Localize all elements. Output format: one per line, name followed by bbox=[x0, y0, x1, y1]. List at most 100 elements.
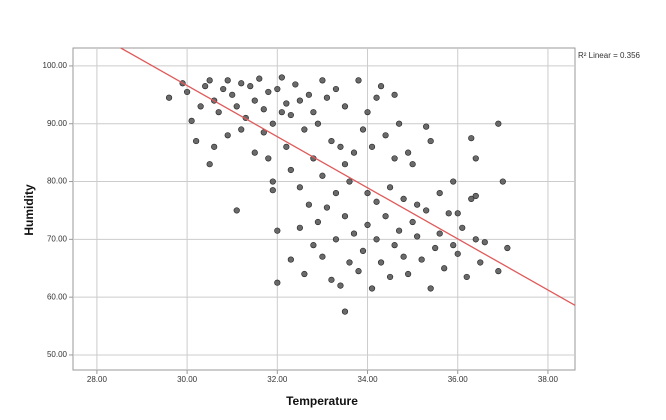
x-tick-label: 34.00 bbox=[358, 375, 379, 384]
data-point bbox=[441, 265, 448, 272]
data-point bbox=[292, 81, 299, 88]
data-point bbox=[355, 268, 362, 275]
data-point bbox=[359, 126, 367, 133]
y-tick-label: 80.00 bbox=[47, 177, 68, 186]
data-point bbox=[414, 201, 421, 208]
data-point bbox=[337, 282, 344, 289]
data-point bbox=[247, 83, 254, 90]
data-point bbox=[495, 120, 502, 127]
data-point bbox=[215, 109, 222, 116]
data-point bbox=[269, 178, 276, 185]
data-point bbox=[472, 192, 479, 200]
y-tick-label: 70.00 bbox=[47, 234, 68, 243]
data-point bbox=[432, 244, 439, 252]
data-point bbox=[364, 190, 371, 197]
data-point bbox=[377, 259, 385, 266]
data-point bbox=[274, 227, 281, 234]
data-point bbox=[220, 85, 227, 93]
data-point bbox=[405, 270, 412, 278]
data-point bbox=[287, 166, 294, 174]
data-point bbox=[265, 155, 272, 162]
data-point bbox=[233, 103, 240, 110]
data-point bbox=[319, 172, 326, 179]
data-point bbox=[391, 155, 398, 162]
y-tick-label: 60.00 bbox=[47, 292, 68, 301]
x-tick-label: 38.00 bbox=[538, 375, 559, 384]
data-point bbox=[341, 308, 349, 315]
data-point bbox=[197, 103, 204, 110]
data-point bbox=[423, 123, 430, 130]
data-point bbox=[341, 213, 349, 220]
data-point bbox=[450, 242, 457, 249]
data-point bbox=[332, 190, 340, 197]
r-squared-annotation: R² Linear = 0.356 bbox=[578, 51, 641, 60]
data-point bbox=[427, 137, 434, 145]
data-point bbox=[459, 224, 466, 231]
data-point bbox=[504, 244, 511, 252]
data-point bbox=[409, 218, 416, 226]
x-tick-label: 36.00 bbox=[448, 375, 469, 384]
data-point bbox=[287, 111, 294, 119]
data-point bbox=[450, 178, 457, 185]
data-point bbox=[296, 184, 303, 191]
data-point bbox=[202, 83, 209, 90]
data-point bbox=[495, 268, 502, 275]
data-point bbox=[454, 250, 461, 257]
data-point bbox=[323, 204, 331, 211]
x-axis-title: Temperature bbox=[286, 394, 358, 408]
data-point bbox=[269, 187, 276, 194]
data-point bbox=[373, 94, 380, 101]
data-point bbox=[341, 161, 349, 168]
data-point bbox=[468, 195, 475, 202]
data-point bbox=[251, 149, 258, 156]
data-point bbox=[346, 259, 353, 266]
data-point bbox=[391, 91, 398, 98]
data-point bbox=[445, 210, 452, 217]
data-point bbox=[274, 279, 281, 286]
data-point bbox=[260, 106, 267, 113]
data-point bbox=[224, 132, 231, 139]
data-point bbox=[386, 273, 394, 281]
data-point bbox=[364, 109, 371, 116]
data-point bbox=[188, 117, 195, 124]
data-point bbox=[296, 224, 303, 231]
data-point bbox=[319, 253, 326, 260]
data-point bbox=[350, 230, 358, 237]
data-point bbox=[296, 97, 303, 104]
data-point bbox=[463, 273, 470, 281]
data-point bbox=[310, 242, 317, 249]
data-point bbox=[238, 80, 245, 87]
data-point bbox=[314, 218, 322, 226]
data-point bbox=[184, 88, 191, 96]
data-point bbox=[364, 221, 371, 228]
data-point bbox=[265, 88, 272, 96]
data-point bbox=[414, 233, 421, 240]
data-point bbox=[224, 77, 231, 84]
data-point bbox=[332, 85, 340, 93]
data-point bbox=[229, 91, 236, 98]
data-point bbox=[283, 143, 290, 150]
data-point bbox=[341, 103, 349, 110]
data-point bbox=[368, 285, 376, 292]
data-point bbox=[472, 236, 479, 243]
data-point bbox=[287, 256, 294, 263]
data-point bbox=[165, 94, 173, 101]
data-point bbox=[350, 149, 358, 156]
data-point bbox=[400, 253, 407, 260]
x-tick-label: 32.00 bbox=[267, 375, 288, 384]
x-tick-label: 30.00 bbox=[177, 375, 198, 384]
data-point bbox=[278, 74, 285, 81]
data-point bbox=[301, 270, 308, 278]
data-point bbox=[283, 100, 290, 107]
data-point bbox=[278, 109, 285, 116]
data-point bbox=[395, 227, 403, 234]
data-point bbox=[391, 242, 398, 249]
data-point bbox=[477, 259, 484, 266]
data-point bbox=[310, 109, 317, 116]
data-point bbox=[373, 198, 380, 205]
data-point bbox=[382, 132, 389, 139]
data-point bbox=[499, 178, 506, 185]
data-point bbox=[395, 120, 403, 127]
y-tick-label: 100.00 bbox=[43, 61, 68, 70]
